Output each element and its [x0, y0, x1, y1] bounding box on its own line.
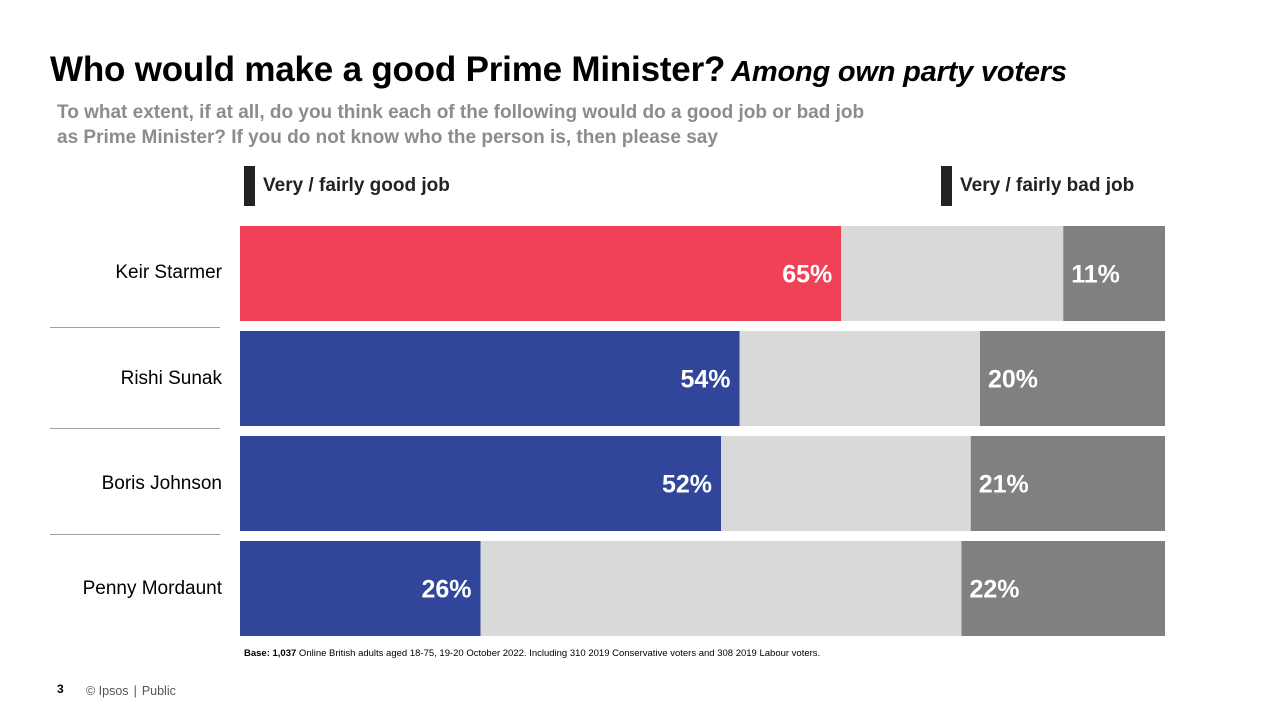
good-bar-boris-johnson — [240, 436, 721, 531]
legend-bad-marker — [941, 166, 952, 206]
base-note-bold: Base: 1,037 — [244, 648, 297, 659]
neutral-bar-penny-mordaunt — [480, 541, 962, 636]
bad-value-label-keir-starmer: 11% — [1071, 261, 1120, 289]
footer: © Ipsos | Public — [86, 684, 176, 698]
good-bar-keir-starmer — [240, 226, 842, 321]
good-bar-penny-mordaunt — [240, 541, 481, 636]
question-line-2: as Prime Minister? If you do not know wh… — [57, 127, 718, 148]
copyright-text: © Ipsos — [86, 684, 129, 698]
row-label-rishi-sunak: Rishi Sunak — [120, 368, 222, 389]
row-divider — [50, 534, 220, 535]
title-main: Who would make a good Prime Minister? — [50, 50, 726, 89]
row-divider — [50, 327, 220, 328]
bad-bar-penny-mordaunt — [961, 541, 1165, 636]
row-label-penny-mordaunt: Penny Mordaunt — [82, 578, 222, 599]
good-value-label-keir-starmer: 65% — [782, 261, 832, 289]
good-value-label-rishi-sunak: 54% — [680, 366, 730, 394]
bad-bar-rishi-sunak — [980, 331, 1165, 426]
classification-text: Public — [141, 684, 176, 698]
row-label-boris-johnson: Boris Johnson — [101, 473, 222, 494]
bad-value-label-boris-johnson: 21% — [979, 471, 1029, 499]
neutral-bar-boris-johnson — [721, 436, 971, 531]
row-divider — [50, 428, 220, 429]
bad-bar-boris-johnson — [970, 436, 1165, 531]
neutral-bar-rishi-sunak — [739, 331, 980, 426]
page-number: 3 — [57, 682, 64, 696]
good-bar-rishi-sunak — [240, 331, 740, 426]
page-title: Who would make a good Prime Minister? Amo… — [50, 50, 1067, 90]
legend-good: Very / fairly good job — [244, 166, 450, 206]
legend-bad-label: Very / fairly bad job — [960, 175, 1135, 196]
title-subtitle: Among own party voters — [731, 56, 1067, 88]
legend-bad: Very / fairly bad job — [941, 166, 1134, 206]
good-value-label-boris-johnson: 52% — [662, 471, 712, 499]
base-note-text: Online British adults aged 18-75, 19-20 … — [296, 648, 821, 659]
bad-bar-keir-starmer — [1063, 226, 1165, 321]
survey-question: To what extent, if at all, do you think … — [57, 100, 1017, 150]
good-value-label-penny-mordaunt: 26% — [421, 576, 471, 604]
question-line-1: To what extent, if at all, do you think … — [57, 102, 865, 123]
legend-good-label: Very / fairly good job — [263, 175, 450, 196]
bad-value-label-rishi-sunak: 20% — [988, 366, 1038, 394]
footer-separator: | — [133, 684, 137, 698]
row-label-keir-starmer: Keir Starmer — [115, 262, 222, 283]
neutral-bar-keir-starmer — [841, 226, 1064, 321]
bad-value-label-penny-mordaunt: 22% — [970, 576, 1020, 604]
base-note: Base: 1,037 Online British adults aged 1… — [244, 648, 820, 659]
legend-good-marker — [244, 166, 255, 206]
